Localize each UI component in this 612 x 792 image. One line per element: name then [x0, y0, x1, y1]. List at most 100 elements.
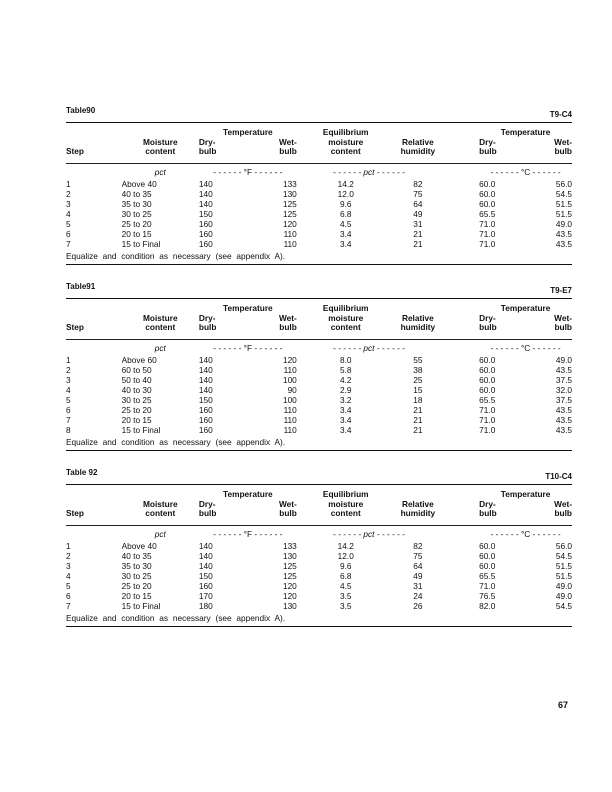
wet-bulb-c-cell: 49.0	[555, 591, 572, 601]
step-cell: 1	[66, 355, 71, 365]
equilibrium-moisture-cell: 9.6	[339, 199, 352, 209]
relative-humidity-cell: 21	[413, 229, 423, 239]
table-header: Temperature Equilibrium Temperature Moistur…	[66, 304, 572, 333]
relative-humidity-cell: 75	[413, 551, 423, 561]
relative-humidity-cell: 82	[413, 179, 423, 189]
step-cell: 3	[66, 199, 71, 209]
dry-bulb-f-cell: 150	[198, 571, 213, 581]
header-cell: Step	[66, 323, 84, 332]
header-cell: Wet-	[554, 137, 572, 147]
step-cell: 8	[66, 425, 71, 435]
column-spacer	[441, 425, 479, 435]
dry-bulb-f-cell: 160	[198, 425, 213, 435]
equilibrium-moisture-cell: 3.4	[339, 415, 352, 425]
dry-bulb-f-cell: 160	[198, 219, 213, 229]
table-body: 1 Above 40 140 133 14.2 82 60.0 56.0 2 40 to 35 14…	[66, 541, 572, 611]
moisture-content-cell: 40 to 30	[121, 385, 152, 395]
wet-bulb-c-cell: 54.5	[555, 189, 572, 199]
table-row: 6 20 to 15 160 110 3.4 21 71.0 43.5	[66, 229, 572, 239]
wet-bulb-c-cell: 54.5	[555, 551, 572, 561]
header-cell: Temperature	[223, 490, 273, 499]
column-spacer	[441, 355, 479, 365]
moisture-content-cell: 20 to 15	[121, 229, 152, 239]
wet-bulb-f-cell: 125	[282, 209, 297, 219]
step-cell: 6	[66, 229, 71, 239]
unit-celsius: - - - - - - °C - - - - - -	[490, 343, 561, 353]
wet-bulb-c-cell: 43.5	[555, 425, 572, 435]
wet-bulb-c-cell: 43.5	[555, 229, 572, 239]
step-cell: 1	[66, 541, 71, 551]
units-row: pct - - - - - - °F - - - - - - - - - - - -…	[66, 343, 572, 353]
step-cell: 6	[66, 405, 71, 415]
step-cell: 5	[66, 395, 71, 405]
moisture-content-cell: 25 to 20	[121, 405, 152, 415]
header-cell: bulb	[198, 323, 217, 332]
moisture-content-cell: 20 to 15	[121, 591, 152, 601]
dry-bulb-c-cell: 60.0	[479, 365, 496, 375]
equilibrium-moisture-cell: 6.8	[339, 571, 352, 581]
table-note: Equalize and condition as necessary (see…	[66, 251, 286, 261]
bottom-rule	[66, 264, 572, 265]
header-spacer	[395, 128, 441, 138]
header-cell: Temperature	[223, 304, 273, 313]
dry-bulb-c-cell: 60.0	[479, 179, 496, 189]
dry-bulb-c-cell: 60.0	[479, 551, 496, 561]
header-spacer	[66, 138, 122, 148]
wet-bulb-f-cell: 120	[282, 581, 297, 591]
equilibrium-moisture-cell: 6.8	[339, 209, 352, 219]
units-row: pct - - - - - - °F - - - - - - - - - - - -…	[66, 529, 572, 539]
wet-bulb-f-cell: 125	[282, 199, 297, 209]
table-note: Equalize and condition as necessary (see…	[66, 613, 286, 623]
table-row: 4 30 to 25 150 125 6.8 49 65.5 51.5	[66, 571, 572, 581]
header-spacer	[122, 490, 199, 500]
equilibrium-moisture-cell: 4.5	[339, 219, 352, 229]
header-spacer	[66, 314, 122, 324]
table-row: 5 25 to 20 160 120 4.5 31 71.0 49.0	[66, 581, 572, 591]
relative-humidity-cell: 24	[413, 591, 423, 601]
dry-bulb-c-cell: 71.0	[479, 219, 496, 229]
wet-bulb-f-cell: 125	[282, 561, 297, 571]
wet-bulb-f-cell: 120	[282, 591, 297, 601]
header-row: Moisture Dry- Wet-moisture Relative Dry- Wet-	[66, 500, 572, 510]
header-spacer	[122, 304, 199, 314]
header-spacer	[441, 490, 479, 500]
header-spacer	[66, 304, 122, 314]
header-cell: bulb	[479, 147, 497, 156]
header-cell: Equilibrium	[322, 128, 369, 137]
units-spacer	[66, 167, 122, 177]
equilibrium-moisture-cell: 3.2	[339, 395, 352, 405]
dry-bulb-f-cell: 140	[198, 541, 213, 551]
header-cell: bulb	[279, 323, 297, 332]
table-row: 4 30 to 25 150 125 6.8 49 65.5 51.5	[66, 209, 572, 219]
header-cell: Wet-	[554, 499, 572, 509]
table-title: Table90	[66, 106, 96, 115]
step-cell: 6	[66, 591, 71, 601]
column-spacer	[441, 581, 479, 591]
header-cell: humidity	[400, 509, 436, 518]
wet-bulb-c-cell: 32.0	[555, 385, 572, 395]
step-cell: 2	[66, 365, 71, 375]
moisture-content-cell: 30 to 25	[121, 571, 152, 581]
table-row: 2 60 to 50 140 110 5.8 38 60.0 43.5	[66, 365, 572, 375]
header-rule	[66, 525, 572, 526]
column-spacer	[441, 601, 479, 611]
equilibrium-moisture-cell: 5.8	[339, 365, 352, 375]
wet-bulb-c-cell: 51.5	[555, 561, 572, 571]
column-spacer	[441, 365, 479, 375]
moisture-content-cell: 60 to 50	[121, 365, 152, 375]
table-row: 1 Above 40 140 133 14.2 82 60.0 56.0	[66, 541, 572, 551]
table-row: 3 35 to 30 140 125 9.6 64 60.0 51.5	[66, 199, 572, 209]
step-cell: 3	[66, 375, 71, 385]
table-block: Table90 T9-C4 Temperature Equilibrium Temper…	[66, 104, 572, 266]
header-cell: content	[145, 323, 176, 332]
header-spacer	[441, 138, 479, 148]
units-spacer	[66, 529, 122, 539]
table-row: 5 25 to 20 160 120 4.5 31 71.0 49.0	[66, 219, 572, 229]
header-cell: moisture	[328, 313, 364, 323]
dry-bulb-f-cell: 160	[198, 405, 213, 415]
units-spacer	[441, 167, 479, 177]
header-cell: bulb	[554, 323, 572, 332]
header-spacer	[395, 490, 441, 500]
column-spacer	[441, 571, 479, 581]
column-spacer	[441, 395, 479, 405]
